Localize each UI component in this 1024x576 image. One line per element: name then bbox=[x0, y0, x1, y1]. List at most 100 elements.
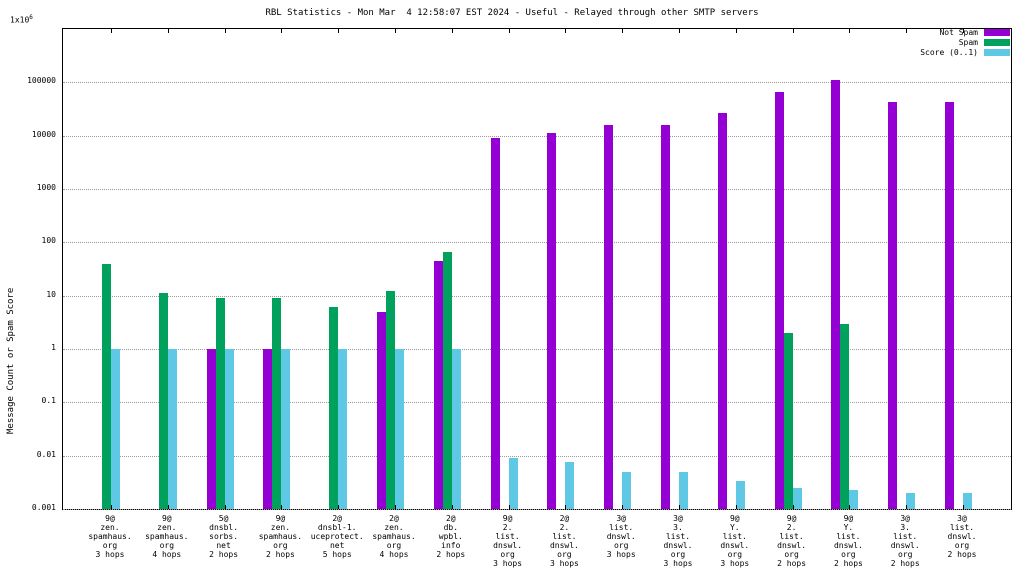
x-tick bbox=[622, 29, 624, 33]
x-category-label: 9@ Y. list. dnswl. org 2 hops bbox=[810, 514, 886, 568]
legend-swatch bbox=[984, 49, 1010, 56]
bar-score-0-1- bbox=[963, 493, 972, 509]
x-category-label: 9@ zen. spamhaus. org 2 hops bbox=[242, 514, 318, 559]
x-category-label-line: zen. bbox=[270, 523, 291, 532]
x-category-label-line: 9@ bbox=[275, 514, 286, 523]
x-category-label-line: 3 hops bbox=[95, 550, 125, 559]
bar-spam bbox=[215, 298, 225, 509]
bar-not-spam bbox=[263, 349, 273, 509]
x-category-label: 3@ list. dnswl. org 3 hops bbox=[583, 514, 659, 559]
bar-score-0-1- bbox=[395, 349, 404, 509]
x-category-label-line: 9@ bbox=[161, 514, 172, 523]
x-tick bbox=[167, 29, 169, 33]
x-category-label-line: 3 hops bbox=[663, 559, 693, 568]
x-category-label-line: dnswl. bbox=[606, 532, 636, 541]
bar-not-spam bbox=[774, 92, 784, 509]
x-category-label-line: db. bbox=[443, 523, 459, 532]
bar-spam bbox=[158, 293, 168, 509]
x-category-label-line: dnsbl. bbox=[209, 523, 239, 532]
x-category-label: 2@ zen. spamhaus. org 4 hops bbox=[356, 514, 432, 559]
x-category-label-line: zen. bbox=[384, 523, 404, 532]
bar-score-0-1- bbox=[849, 490, 859, 509]
x-tick bbox=[395, 29, 396, 33]
x-category-label-line: 5@ bbox=[218, 514, 229, 523]
bar-not-spam bbox=[377, 312, 386, 509]
x-category-label-line: 3. bbox=[900, 523, 910, 532]
x-category-label-line: list. bbox=[722, 532, 747, 541]
x-category-label-line: 3@ bbox=[900, 514, 910, 523]
x-category-label: 9@ zen. spamhaus. org 3 hops bbox=[72, 514, 148, 559]
y-tick-label: 0.01 bbox=[36, 449, 56, 459]
x-category-label-line: list. bbox=[779, 532, 804, 541]
x-tick bbox=[224, 29, 226, 33]
x-tick bbox=[963, 29, 964, 33]
legend-label: Score (0..1) bbox=[920, 48, 978, 57]
x-category-label-line: spamhaus. bbox=[258, 532, 303, 541]
x-category-label-line: list. bbox=[609, 523, 634, 532]
x-category-label-line: 2@ bbox=[389, 514, 399, 523]
x-category-label-line: dnswl. bbox=[663, 541, 693, 550]
x-category-label: 2@ 2. list. dnswl. org 3 hops bbox=[526, 514, 602, 568]
x-category-label-line: 2. bbox=[502, 523, 513, 532]
x-tick bbox=[224, 505, 226, 509]
bar-score-0-1- bbox=[338, 349, 348, 509]
bar-spam bbox=[272, 298, 282, 509]
bar-spam bbox=[442, 252, 452, 509]
bar-not-spam bbox=[604, 125, 614, 509]
x-category-label-line: 2 hops bbox=[777, 559, 807, 568]
x-category-label-line: dnswl. bbox=[890, 541, 920, 550]
y-tick-label: 10000 bbox=[31, 129, 56, 139]
gridline bbox=[63, 189, 1011, 190]
legend-label: Not Spam bbox=[939, 28, 978, 37]
x-category-label-line: 3@ bbox=[673, 514, 683, 523]
gridline bbox=[63, 349, 1011, 350]
legend: Not Spam Spam Score (0..1) bbox=[920, 28, 1010, 57]
x-category-label-line: list. bbox=[552, 532, 577, 541]
x-tick bbox=[338, 29, 340, 33]
x-tick bbox=[679, 29, 680, 33]
bar-not-spam bbox=[490, 138, 500, 509]
y-tick-label: 0.1 bbox=[41, 396, 56, 406]
x-category-label-line: list. bbox=[949, 523, 975, 532]
legend-label: Spam bbox=[958, 38, 978, 47]
y-tick-label: 1 bbox=[51, 343, 56, 352]
y-top-tick-exponent: 6 bbox=[29, 14, 33, 21]
y-tick-label: 100000 bbox=[27, 76, 56, 86]
x-category-label-line: Y. bbox=[729, 523, 740, 532]
bar-score-0-1- bbox=[906, 493, 916, 509]
x-category-label-line: 3@ bbox=[616, 514, 626, 523]
x-category-label: 9@ zen. spamhaus. org 4 hops bbox=[129, 514, 205, 559]
gridline bbox=[63, 402, 1011, 404]
x-tick bbox=[508, 29, 510, 33]
x-category-label: 3@ list. dnswl. org 2 hops bbox=[924, 514, 1000, 559]
x-tick bbox=[906, 29, 908, 33]
x-category-label-line: 9@ bbox=[105, 514, 115, 523]
bar-score-0-1- bbox=[792, 488, 802, 509]
gridline bbox=[63, 242, 1011, 244]
x-category-label-line: 3. bbox=[673, 523, 683, 532]
x-category-label: 3@ 3. list. dnswl. org 3 hops bbox=[640, 514, 716, 568]
x-category-label-line: list. bbox=[893, 532, 918, 541]
x-category-label-line: spamhaus. bbox=[372, 532, 416, 541]
y-axis-label: Message Count or Spam Score bbox=[6, 287, 16, 434]
x-category-label-line: org bbox=[727, 550, 743, 559]
x-category-label-line: dnswl. bbox=[833, 541, 863, 550]
bar-not-spam bbox=[888, 102, 898, 509]
x-category-label: 9@ 2. list. dnswl. org 3 hops bbox=[470, 514, 546, 568]
x-category-label-line: zen. bbox=[157, 523, 177, 532]
x-category-label-line: zen. bbox=[100, 523, 120, 532]
x-category-label-line: info bbox=[441, 541, 461, 550]
x-category-label-line: org bbox=[386, 541, 402, 550]
x-category-label-line: net bbox=[329, 541, 345, 550]
x-category-label-line: 2 hops bbox=[833, 559, 863, 568]
x-category-label-line: org bbox=[159, 541, 175, 550]
bar-score-0-1- bbox=[451, 349, 461, 509]
x-category-label-line: 2. bbox=[786, 523, 797, 532]
x-category-label-line: 5 hops bbox=[322, 550, 352, 559]
x-category-label-line: 3@ bbox=[957, 514, 967, 523]
x-category-label-line: 3 hops bbox=[606, 550, 636, 559]
x-category-label-line: 2@ bbox=[445, 514, 456, 523]
x-category-label-line: org bbox=[500, 550, 515, 559]
x-tick bbox=[849, 505, 851, 509]
legend-row: Not Spam bbox=[939, 28, 1010, 37]
